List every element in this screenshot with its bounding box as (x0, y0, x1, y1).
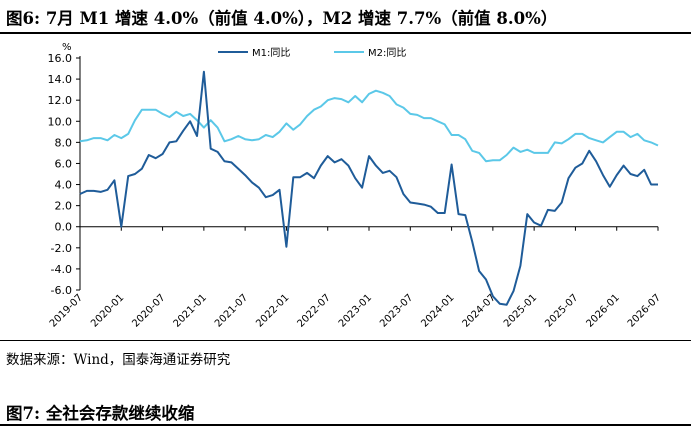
chart-area: % 16.0 14.0 12.0 10.0 8.0 6.0 4.0 2.0 0.0 -2.0 -4.0… (0, 34, 691, 340)
y-tick-label: 10.0 (48, 115, 73, 128)
x-tick-label: 2024-01 (419, 292, 456, 329)
y-tick-label: 4.0 (55, 179, 73, 192)
x-tick-label: 2025-07 (543, 292, 580, 329)
figure-6-title: 图6: 7月 M1 增速 4.0%（前值 4.0%），M2 增速 7.7%（前值… (6, 9, 558, 28)
x-tick-label: 2021-07 (213, 292, 250, 329)
y-tick-label: 2.0 (55, 200, 73, 213)
x-tick-label: 2021-01 (172, 292, 209, 329)
data-source: 数据来源：Wind，国泰海通证券研究 (6, 352, 231, 368)
y-tick-label: 0.0 (55, 221, 73, 234)
figure-7-title: 图7: 全社会存款继续收缩 (6, 404, 195, 423)
x-tick-label: 2025-01 (502, 292, 539, 329)
figure-6-header: 图6: 7月 M1 增速 4.0%（前值 4.0%），M2 增速 7.7%（前值… (0, 0, 691, 34)
y-axis-unit: % (62, 42, 72, 53)
x-tick-label: 2022-07 (296, 292, 333, 329)
figure-7-header: 图7: 全社会存款继续收缩 (0, 396, 691, 426)
x-tick-label: 2020-07 (130, 292, 167, 329)
m1-series-line (79, 70, 658, 306)
y-tick-label: -4.0 (51, 263, 72, 276)
m1-m2-line-chart: %16.0 14.0 12.0 10.0 8.0 6.0 4.0 2.0 0.0 -2.0 -4.0… (48, 42, 664, 330)
x-tick-label: 2024-07 (461, 292, 498, 329)
y-tick-label: 16.0 (48, 52, 73, 65)
x-tick-label: 2026-07 (626, 292, 663, 329)
legend-label-m1: M1:同比 (252, 47, 290, 59)
y-tick-label: -2.0 (51, 242, 72, 255)
x-tick-label: 2023-01 (337, 292, 374, 329)
x-tick-label: 2019-07 (48, 292, 85, 329)
y-tick-label: -6.0 (51, 284, 72, 297)
y-tick-label: 8.0 (55, 136, 73, 149)
x-tick-label: 2020-01 (89, 292, 126, 329)
y-tick-label: 12.0 (48, 94, 73, 107)
x-tick-label: 2023-07 (378, 292, 415, 329)
x-tick-label: 2026-01 (585, 292, 622, 329)
legend-label-m2: M2:同比 (368, 47, 406, 59)
m2-series-line (79, 89, 659, 163)
y-tick-label: 6.0 (55, 157, 73, 170)
source-rule (0, 340, 691, 341)
y-tick-label: 14.0 (48, 73, 73, 86)
x-tick-label: 2022-01 (254, 292, 291, 329)
